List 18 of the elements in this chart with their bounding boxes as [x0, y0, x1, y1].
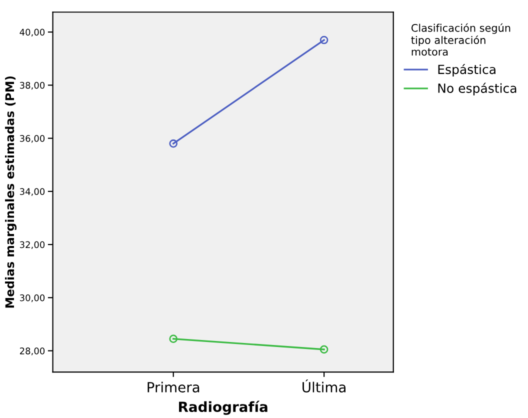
point	[169, 139, 178, 148]
y-tick-label: 30,00	[20, 294, 45, 302]
y-tick-label: 34,00	[20, 188, 45, 196]
x-tick-label: Primera	[148, 382, 200, 392]
point	[320, 345, 328, 354]
legend-title: Clasificación según tipo alteración motora	[411, 23, 510, 56]
point	[169, 334, 178, 343]
x-tick-label: Última	[302, 379, 346, 392]
point	[320, 36, 328, 44]
y-tick-label: 38,00	[20, 82, 45, 90]
y-tick-label: 28,00	[20, 348, 45, 356]
y-tick-label: 32,00	[20, 241, 45, 250]
legend-label: No espástica	[438, 82, 516, 96]
y-axis-title: Medias marginales estimadas (PM)	[5, 76, 17, 308]
y-tick-label: 40,00	[20, 28, 45, 37]
legend-label: Espástica	[438, 64, 496, 77]
y-tick-label: 36,00	[20, 135, 45, 143]
x-axis-title: Radiografía	[179, 400, 268, 415]
